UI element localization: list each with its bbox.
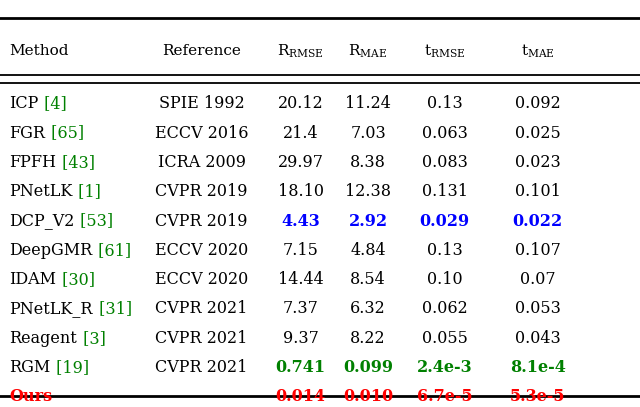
Text: 0.022: 0.022: [513, 212, 563, 230]
Text: DCP_V2: DCP_V2: [10, 212, 75, 230]
Text: CVPR 2021: CVPR 2021: [156, 300, 248, 317]
Text: 8.38: 8.38: [350, 154, 386, 171]
Text: FGR: FGR: [10, 125, 45, 142]
Text: 2.92: 2.92: [348, 212, 388, 230]
Text: 0.13: 0.13: [427, 95, 463, 112]
Text: ECCV 2016: ECCV 2016: [155, 125, 248, 142]
Text: 0.10: 0.10: [427, 271, 463, 288]
Text: [19]: [19]: [51, 359, 90, 376]
Text: FPFH: FPFH: [10, 154, 56, 171]
Text: CVPR 2019: CVPR 2019: [156, 212, 248, 230]
Text: t$_{\mathregular{MAE}}$: t$_{\mathregular{MAE}}$: [520, 42, 555, 60]
Text: CVPR 2021: CVPR 2021: [156, 359, 248, 376]
Text: -: -: [199, 388, 204, 405]
Text: 0.053: 0.053: [515, 300, 561, 317]
Text: 11.24: 11.24: [345, 95, 391, 112]
Text: 0.029: 0.029: [420, 212, 470, 230]
Text: ICRA 2009: ICRA 2009: [157, 154, 246, 171]
Text: 7.03: 7.03: [350, 125, 386, 142]
Text: PNetLK_R: PNetLK_R: [10, 300, 93, 317]
Text: 14.44: 14.44: [278, 271, 324, 288]
Text: PNetLK: PNetLK: [10, 183, 73, 200]
Text: [65]: [65]: [46, 125, 84, 142]
Text: 7.15: 7.15: [283, 242, 319, 259]
Text: [4]: [4]: [40, 95, 67, 112]
Text: 0.055: 0.055: [422, 330, 468, 347]
Text: DeepGMR: DeepGMR: [10, 242, 93, 259]
Text: 4.43: 4.43: [282, 212, 320, 230]
Text: Reagent: Reagent: [10, 330, 77, 347]
Text: [30]: [30]: [57, 271, 95, 288]
Text: CVPR 2021: CVPR 2021: [156, 330, 248, 347]
Text: [43]: [43]: [57, 154, 95, 171]
Text: ECCV 2020: ECCV 2020: [155, 271, 248, 288]
Text: 0.131: 0.131: [422, 183, 468, 200]
Text: t$_{\mathregular{RMSE}}$: t$_{\mathregular{RMSE}}$: [424, 42, 465, 60]
Text: 12.38: 12.38: [345, 183, 391, 200]
Text: 8.22: 8.22: [350, 330, 386, 347]
Text: 0.07: 0.07: [520, 271, 556, 288]
Text: 0.092: 0.092: [515, 95, 561, 112]
Text: 0.101: 0.101: [515, 183, 561, 200]
Text: Ours: Ours: [10, 388, 52, 405]
Text: 0.025: 0.025: [515, 125, 561, 142]
Text: 0.083: 0.083: [422, 154, 468, 171]
Text: 0.010: 0.010: [343, 388, 393, 405]
Text: [61]: [61]: [93, 242, 131, 259]
Text: 2.4e-3: 2.4e-3: [417, 359, 472, 376]
Text: 6.7e-5: 6.7e-5: [417, 388, 472, 405]
Text: 0.741: 0.741: [276, 359, 326, 376]
Text: 18.10: 18.10: [278, 183, 324, 200]
Text: CVPR 2019: CVPR 2019: [156, 183, 248, 200]
Text: [31]: [31]: [93, 300, 132, 317]
Text: 0.062: 0.062: [422, 300, 468, 317]
Text: 0.043: 0.043: [515, 330, 561, 347]
Text: 4.84: 4.84: [350, 242, 386, 259]
Text: IDAM: IDAM: [10, 271, 56, 288]
Text: 8.54: 8.54: [350, 271, 386, 288]
Text: 8.1e-4: 8.1e-4: [509, 359, 566, 376]
Text: 7.37: 7.37: [283, 300, 319, 317]
Text: [53]: [53]: [76, 212, 114, 230]
Text: 0.13: 0.13: [427, 242, 463, 259]
Text: Method: Method: [10, 44, 69, 58]
Text: 21.4: 21.4: [283, 125, 319, 142]
Text: SPIE 1992: SPIE 1992: [159, 95, 244, 112]
Text: 0.023: 0.023: [515, 154, 561, 171]
Text: ECCV 2020: ECCV 2020: [155, 242, 248, 259]
Text: 29.97: 29.97: [278, 154, 324, 171]
Text: Reference: Reference: [162, 44, 241, 58]
Text: [1]: [1]: [74, 183, 101, 200]
Text: 0.063: 0.063: [422, 125, 468, 142]
Text: R$_{\mathregular{MAE}}$: R$_{\mathregular{MAE}}$: [348, 42, 388, 60]
Text: [3]: [3]: [78, 330, 106, 347]
Text: 5.3e-5: 5.3e-5: [510, 388, 565, 405]
Text: 20.12: 20.12: [278, 95, 324, 112]
Text: RGM: RGM: [10, 359, 51, 376]
Text: 0.014: 0.014: [276, 388, 326, 405]
Text: ICP: ICP: [10, 95, 39, 112]
Text: 0.099: 0.099: [343, 359, 393, 376]
Text: 9.37: 9.37: [283, 330, 319, 347]
Text: 6.32: 6.32: [350, 300, 386, 317]
Text: 0.107: 0.107: [515, 242, 561, 259]
Text: R$_{\mathregular{RMSE}}$: R$_{\mathregular{RMSE}}$: [277, 42, 324, 60]
